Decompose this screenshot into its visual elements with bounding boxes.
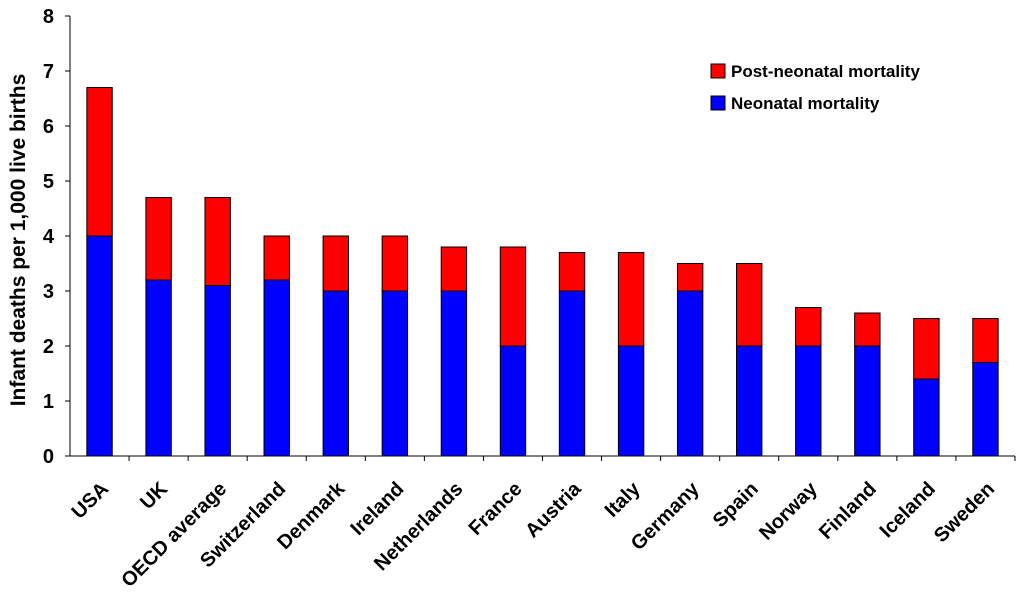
x-category-label: USA [68, 478, 113, 523]
legend-swatch [710, 63, 726, 79]
bar-post-neonatal-9 [617, 252, 645, 347]
x-category-label: Finland [815, 478, 881, 544]
bars [86, 87, 999, 457]
bar-neonatal-15 [972, 362, 999, 457]
bar-post-neonatal-12 [795, 307, 822, 347]
x-category-label: Spain [709, 478, 763, 532]
bar-neonatal-3 [263, 279, 290, 457]
bar-neonatal-11 [736, 345, 763, 457]
bar-neonatal-9 [617, 345, 645, 457]
legend: Post-neonatal mortality Neonatal mortalit… [710, 62, 920, 113]
x-category-label: Norway [755, 477, 822, 544]
y-tick-label: 0 [43, 446, 54, 468]
y-tick-label: 6 [43, 116, 54, 138]
y-tick-label: 4 [43, 226, 55, 248]
x-category-label: OECD average [117, 478, 231, 592]
bar-neonatal-13 [854, 345, 881, 457]
x-category-label: Sweden [930, 478, 999, 547]
bar-post-neonatal-0 [86, 87, 113, 237]
legend-label: Neonatal mortality [731, 94, 880, 113]
y-tick-label: 8 [43, 6, 54, 28]
y-tick-label: 1 [43, 391, 54, 413]
y-axis-title: Infant deaths per 1,000 live births [7, 74, 30, 407]
bar-neonatal-12 [795, 345, 822, 457]
y-tick-label: 2 [43, 336, 54, 358]
x-category-label: France [465, 478, 527, 540]
x-category-label: UK [136, 478, 172, 514]
x-category-label: Austria [521, 477, 586, 542]
bar-neonatal-10 [676, 290, 704, 457]
bar-neonatal-8 [558, 290, 586, 457]
bar-neonatal-2 [204, 285, 231, 457]
y-axis: 0 1 2 3 4 5 6 7 8 [43, 6, 71, 468]
bar-post-neonatal-3 [263, 235, 290, 281]
bar-neonatal-0 [86, 235, 113, 457]
bar-post-neonatal-1 [145, 197, 172, 281]
bar-post-neonatal-14 [913, 318, 940, 380]
y-tick-label: 7 [43, 61, 54, 83]
bar-post-neonatal-6 [440, 246, 468, 292]
bar-post-neonatal-4 [322, 235, 349, 292]
bar-neonatal-1 [145, 279, 172, 457]
y-tick-label: 5 [43, 171, 54, 193]
legend-label: Post-neonatal mortality [731, 62, 920, 81]
bar-neonatal-6 [440, 290, 468, 457]
y-tick-label: 3 [43, 281, 54, 303]
bar-post-neonatal-8 [558, 252, 586, 292]
bar-neonatal-4 [322, 290, 349, 457]
bar-post-neonatal-13 [854, 312, 881, 347]
bar-post-neonatal-7 [499, 246, 527, 347]
x-category-label: Italy [601, 477, 645, 521]
bar-post-neonatal-15 [972, 318, 999, 363]
bar-neonatal-14 [913, 378, 940, 457]
bar-post-neonatal-10 [676, 263, 704, 292]
bar-neonatal-5 [381, 290, 409, 457]
bar-neonatal-7 [499, 345, 527, 457]
bar-post-neonatal-5 [381, 235, 409, 292]
bar-post-neonatal-11 [736, 263, 763, 347]
legend-swatch [710, 95, 726, 111]
bar-post-neonatal-2 [204, 197, 231, 286]
